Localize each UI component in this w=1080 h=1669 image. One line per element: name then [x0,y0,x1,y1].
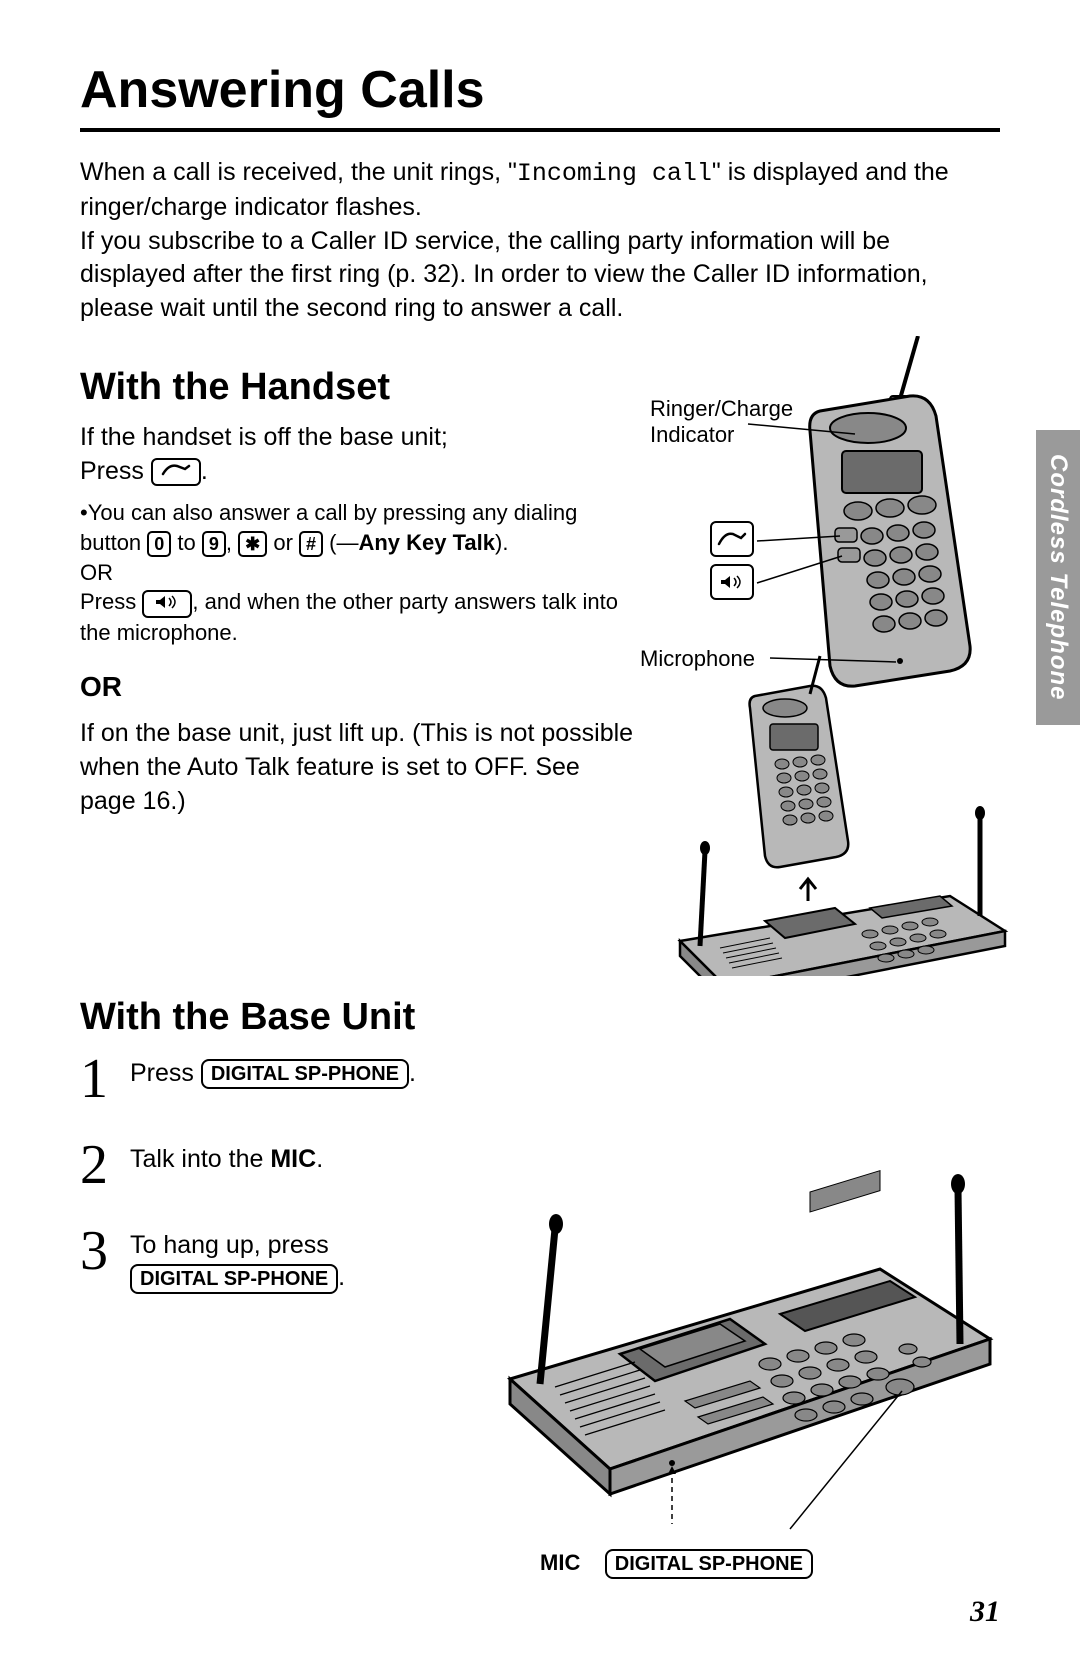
bullet-to: to [171,530,202,555]
intro-paragraph: When a call is received, the unit rings,… [80,156,1000,326]
page-number: 31 [970,1595,1000,1629]
or-body: If on the base unit, just lift up. (This… [80,717,640,818]
step-number: 1 [80,1051,130,1107]
handset-section: With the Handset If the handset is off t… [80,366,1000,986]
ringer-label: Ringer/Charge Indicator [650,396,793,448]
ringer-text: Ringer/Charge [650,396,793,421]
step1-post: . [409,1059,416,1087]
press-speaker-line: Press , and when the other party answers… [80,587,640,647]
intro-text-1: When a call is received, the unit rings,… [80,158,517,186]
base-unit-illustration [460,1169,1020,1549]
bullet-c: ). [495,530,508,555]
handset-text-block: If the handset is off the base unit; Pre… [80,421,640,819]
step3-pre: To hang up, press [130,1231,329,1259]
indicator-text: Indicator [650,422,734,447]
key-hash: # [299,531,323,557]
digital-sp-phone-button: DIGITAL SP-PHONE [201,1059,409,1089]
step-1: 1 Press DIGITAL SP-PHONE. [80,1051,1000,1107]
handset-line1: If the handset is off the base unit; [80,421,640,455]
any-key-bullet: •You can also answer a call by pressing … [80,498,640,557]
title-divider [80,128,1000,132]
talk-key-icon [151,458,201,486]
bullet-b: (— [323,530,358,555]
base-unit-diagram [460,1169,1020,1549]
or-heading: OR [80,671,640,703]
intro-mono: Incoming call [517,159,712,188]
bottom-callout-labels: MIC DIGITAL SP-PHONE [540,1549,813,1579]
talk-button-icon [710,521,754,557]
bullet-comma1: , [226,530,238,555]
key-star: ✱ [238,531,267,557]
press2-a: Press [80,589,142,614]
mic-bold: MIC [270,1145,316,1173]
step2-post: . [316,1145,323,1173]
any-key-talk: Any Key Talk [358,530,495,555]
handset-line2: Press . [80,455,640,489]
handset-diagram: Ringer/Charge Indicator Microphone [640,336,1020,976]
digital-sp-phone-label: DIGITAL SP-PHONE [605,1549,813,1579]
or-word: OR [80,558,640,588]
base-heading: With the Base Unit [80,996,1000,1039]
step-text: Talk into the MIC. [130,1137,323,1176]
mic-label: MIC [540,1550,580,1575]
speaker-key-icon [142,590,192,618]
speaker-button-icon [710,564,754,600]
section-tab: Cordless Telephone [1036,430,1080,725]
step3-post: . [338,1263,345,1291]
page-title: Answering Calls [80,60,1000,120]
step-number: 3 [80,1223,130,1279]
key-0: 0 [147,531,171,557]
manual-page: Answering Calls When a call is received,… [0,0,1080,1669]
step-text: Press DIGITAL SP-PHONE. [130,1051,416,1090]
microphone-label: Microphone [640,646,755,672]
step-text: To hang up, press DIGITAL SP-PHONE. [130,1223,345,1294]
section-tab-label: Cordless Telephone [1044,454,1072,701]
step-number: 2 [80,1137,130,1193]
key-9: 9 [202,531,226,557]
intro-text-3: If you subscribe to a Caller ID service,… [80,227,928,323]
press-label: Press [80,457,151,485]
bullet-or: or [267,530,299,555]
step2-pre: Talk into the [130,1145,270,1173]
step1-pre: Press [130,1059,201,1087]
digital-sp-phone-button: DIGITAL SP-PHONE [130,1264,338,1294]
press-period: . [201,457,208,485]
